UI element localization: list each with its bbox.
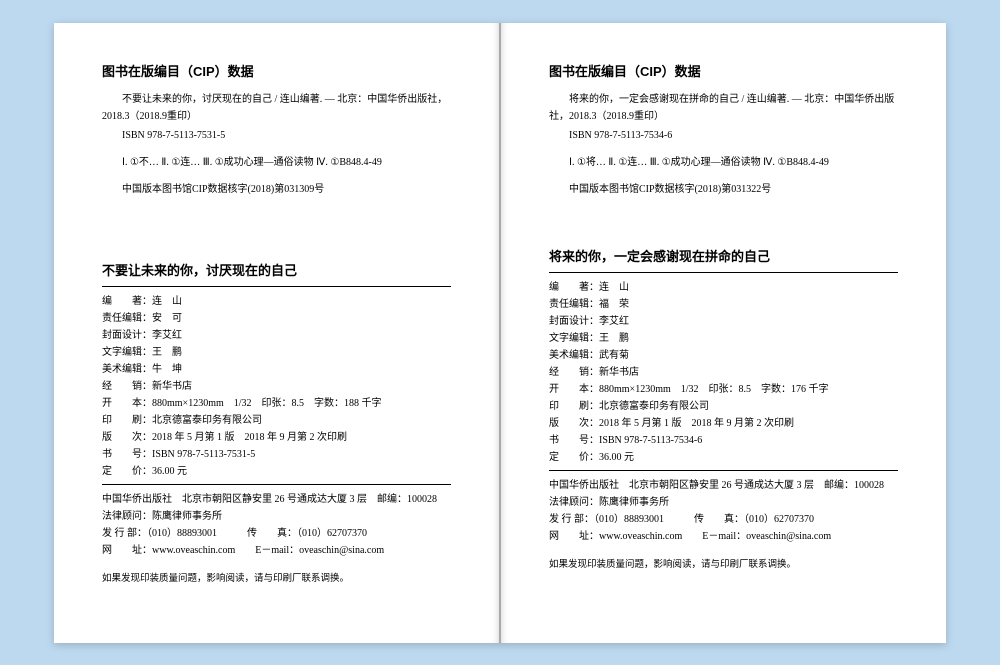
- publisher-row: 法律顾问：陈鹰律师事务所: [102, 508, 451, 525]
- credit-row: 书 号：ISBN 978-7-5113-7531-5: [102, 446, 451, 463]
- cip-heading: 图书在版编目（CIP）数据: [549, 61, 898, 83]
- publisher-row: 法律顾问：陈鹰律师事务所: [549, 494, 898, 511]
- publisher-block: 中国华侨出版社 北京市朝阳区静安里 26 号通成达大厦 3 层 邮编：10002…: [102, 491, 451, 559]
- catalog-number: 中国版本图书馆CIP数据核字(2018)第031322号: [549, 181, 898, 198]
- credit-row: 印 刷：北京德富泰印务有限公司: [549, 398, 898, 415]
- credit-row: 文字编辑：王 鹏: [549, 330, 898, 347]
- credit-row: 定 价：36.00 元: [102, 463, 451, 480]
- credit-row: 书 号：ISBN 978-7-5113-7534-6: [549, 432, 898, 449]
- publisher-row: 发 行 部：（010）88893001 传 真：（010）62707370: [102, 525, 451, 542]
- divider: [102, 484, 451, 485]
- publisher-row: 中国华侨出版社 北京市朝阳区静安里 26 号通成达大厦 3 层 邮编：10002…: [549, 477, 898, 494]
- credit-row: 定 价：36.00 元: [549, 449, 898, 466]
- left-page: 图书在版编目（CIP）数据 不要让未来的你，讨厌现在的自己 / 连山编著. — …: [54, 23, 499, 643]
- credit-row: 文字编辑：王 鹏: [102, 344, 451, 361]
- credit-row: 版 次：2018 年 5 月第 1 版 2018 年 9 月第 2 次印刷: [102, 429, 451, 446]
- title-block: 将来的你，一定会感谢现在拼命的自己 编 著：连 山 责任编辑：福 荣 封面设计：…: [549, 246, 898, 573]
- book-spread: 图书在版编目（CIP）数据 不要让未来的你，讨厌现在的自己 / 连山编著. — …: [54, 23, 946, 643]
- book-title: 将来的你，一定会感谢现在拼命的自己: [549, 246, 898, 273]
- credit-row: 开 本：880mm×1230mm 1/32 印张：8.5 字数：176 千字: [549, 381, 898, 398]
- credit-row: 美术编辑：牛 坤: [102, 361, 451, 378]
- classification-line: Ⅰ. ①将… Ⅱ. ①连… Ⅲ. ①成功心理—通俗读物 Ⅳ. ①B848.4-4…: [549, 154, 898, 171]
- title-block: 不要让未来的你，讨厌现在的自己 编 著：连 山 责任编辑：安 可 封面设计：李艾…: [102, 260, 451, 587]
- credit-row: 版 次：2018 年 5 月第 1 版 2018 年 9 月第 2 次印刷: [549, 415, 898, 432]
- credit-row: 开 本：880mm×1230mm 1/32 印张：8.5 字数：188 千字: [102, 395, 451, 412]
- credit-row: 编 著：连 山: [549, 279, 898, 296]
- credit-row: 印 刷：北京德富泰印务有限公司: [102, 412, 451, 429]
- print-note: 如果发现印装质量问题，影响阅读，请与印刷厂联系调换。: [102, 571, 451, 587]
- isbn-line: ISBN 978-7-5113-7534-6: [549, 127, 898, 144]
- cip-text: 不要让未来的你，讨厌现在的自己 / 连山编著. — 北京：中国华侨出版社，201…: [102, 91, 451, 125]
- credit-row: 责任编辑：福 荣: [549, 296, 898, 313]
- publisher-block: 中国华侨出版社 北京市朝阳区静安里 26 号通成达大厦 3 层 邮编：10002…: [549, 477, 898, 545]
- book-title: 不要让未来的你，讨厌现在的自己: [102, 260, 451, 287]
- credit-row: 封面设计：李艾红: [102, 327, 451, 344]
- cip-heading: 图书在版编目（CIP）数据: [102, 61, 451, 83]
- catalog-number: 中国版本图书馆CIP数据核字(2018)第031309号: [102, 181, 451, 198]
- credit-row: 封面设计：李艾红: [549, 313, 898, 330]
- print-note: 如果发现印装质量问题，影响阅读，请与印刷厂联系调换。: [549, 557, 898, 573]
- credit-row: 责任编辑：安 可: [102, 310, 451, 327]
- divider: [549, 470, 898, 471]
- publisher-row: 网 址：www.oveaschin.com E－mail：oveaschin@s…: [102, 542, 451, 559]
- isbn-line: ISBN 978-7-5113-7531-5: [102, 127, 451, 144]
- classification-line: Ⅰ. ①不… Ⅱ. ①连… Ⅲ. ①成功心理—通俗读物 Ⅳ. ①B848.4-4…: [102, 154, 451, 171]
- credit-row: 美术编辑：武有菊: [549, 347, 898, 364]
- credit-row: 经 销：新华书店: [549, 364, 898, 381]
- credit-row: 经 销：新华书店: [102, 378, 451, 395]
- right-page: 图书在版编目（CIP）数据 将来的你，一定会感谢现在拼命的自己 / 连山编著. …: [501, 23, 946, 643]
- publisher-row: 中国华侨出版社 北京市朝阳区静安里 26 号通成达大厦 3 层 邮编：10002…: [102, 491, 451, 508]
- publisher-row: 网 址：www.oveaschin.com E－mail：oveaschin@s…: [549, 528, 898, 545]
- cip-text: 将来的你，一定会感谢现在拼命的自己 / 连山编著. — 北京：中国华侨出版社，2…: [549, 91, 898, 125]
- publisher-row: 发 行 部：（010）88893001 传 真：（010）62707370: [549, 511, 898, 528]
- credit-row: 编 著：连 山: [102, 293, 451, 310]
